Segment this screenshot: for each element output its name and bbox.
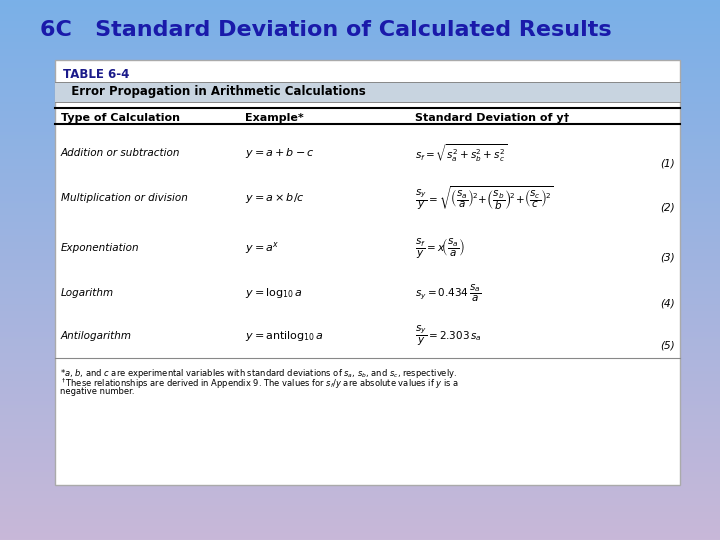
Text: Standard Deviation of y†: Standard Deviation of y† bbox=[415, 113, 570, 123]
Text: Addition or subtraction: Addition or subtraction bbox=[61, 148, 181, 158]
Text: Multiplication or division: Multiplication or division bbox=[61, 193, 188, 203]
Text: $s_f = \sqrt{s_a^2 + s_b^2 + s_c^2}$: $s_f = \sqrt{s_a^2 + s_b^2 + s_c^2}$ bbox=[415, 143, 508, 164]
Text: 6C   Standard Deviation of Calculated Results: 6C Standard Deviation of Calculated Resu… bbox=[40, 20, 611, 40]
Text: $y = a \times b/c$: $y = a \times b/c$ bbox=[245, 191, 305, 205]
Text: $y = \log_{10} a$: $y = \log_{10} a$ bbox=[245, 286, 302, 300]
Text: (4): (4) bbox=[660, 298, 675, 308]
Text: $s_y = 0.434\,\dfrac{s_a}{a}$: $s_y = 0.434\,\dfrac{s_a}{a}$ bbox=[415, 282, 481, 303]
Text: Error Propagation in Arithmetic Calculations: Error Propagation in Arithmetic Calculat… bbox=[63, 85, 366, 98]
Text: (2): (2) bbox=[660, 203, 675, 213]
Text: Type of Calculation: Type of Calculation bbox=[61, 113, 180, 123]
Text: *$a$, $b$, and $c$ are experimental variables with standard deviations of $s_a$,: *$a$, $b$, and $c$ are experimental vari… bbox=[60, 367, 457, 380]
Text: $\dfrac{s_f}{y} = x\!\left(\dfrac{s_a}{a}\right)$: $\dfrac{s_f}{y} = x\!\left(\dfrac{s_a}{a… bbox=[415, 236, 465, 260]
Text: Exponentiation: Exponentiation bbox=[61, 243, 140, 253]
FancyBboxPatch shape bbox=[55, 60, 680, 485]
Text: $\dfrac{s_y}{y} = \sqrt{\left(\dfrac{s_a}{a}\right)^{\!2}\!+\!\left(\dfrac{s_b}{: $\dfrac{s_y}{y} = \sqrt{\left(\dfrac{s_a… bbox=[415, 184, 554, 212]
Text: (5): (5) bbox=[660, 341, 675, 351]
Text: Antilogarithm: Antilogarithm bbox=[61, 331, 132, 341]
FancyBboxPatch shape bbox=[55, 82, 680, 102]
Text: $y = a^x$: $y = a^x$ bbox=[245, 240, 279, 256]
Text: $\dfrac{s_y}{y} = 2.303\,s_a$: $\dfrac{s_y}{y} = 2.303\,s_a$ bbox=[415, 324, 482, 348]
Text: TABLE 6-4: TABLE 6-4 bbox=[63, 68, 130, 80]
Text: $y = \mathrm{antilog}_{10}\,a$: $y = \mathrm{antilog}_{10}\,a$ bbox=[245, 329, 324, 343]
Text: Example*: Example* bbox=[245, 113, 304, 123]
Text: negative number.: negative number. bbox=[60, 387, 135, 396]
Text: Logarithm: Logarithm bbox=[61, 288, 114, 298]
Text: (3): (3) bbox=[660, 253, 675, 263]
Text: (1): (1) bbox=[660, 158, 675, 168]
Text: $^\dagger$These relationships are derived in Appendix 9. The values for $s_f/y$ : $^\dagger$These relationships are derive… bbox=[60, 377, 459, 392]
Text: $y = a + b - c$: $y = a + b - c$ bbox=[245, 146, 315, 160]
